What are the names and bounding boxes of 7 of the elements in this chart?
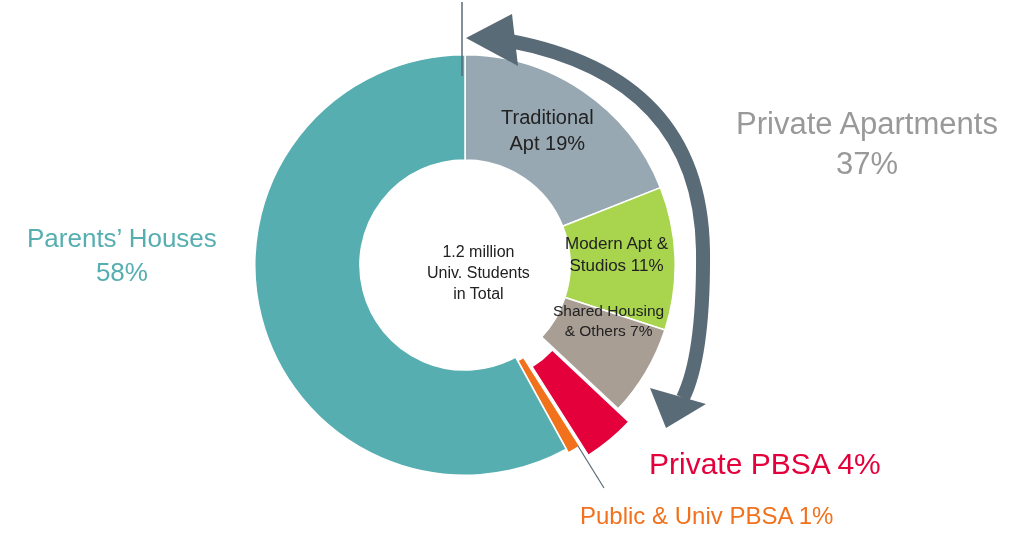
slice-label: Private PBSA 4% (649, 447, 881, 480)
text: Private Apartments 37% (736, 106, 998, 182)
data-label: 58% (95, 256, 148, 287)
slice-label: Public & Univ PBSA 1% (580, 502, 834, 529)
slice-label: Traditional Apt 19% (501, 106, 594, 154)
text: 1.2 million Univ. Students in Total (427, 243, 530, 302)
slice-label: Parents’ Houses (27, 223, 217, 253)
